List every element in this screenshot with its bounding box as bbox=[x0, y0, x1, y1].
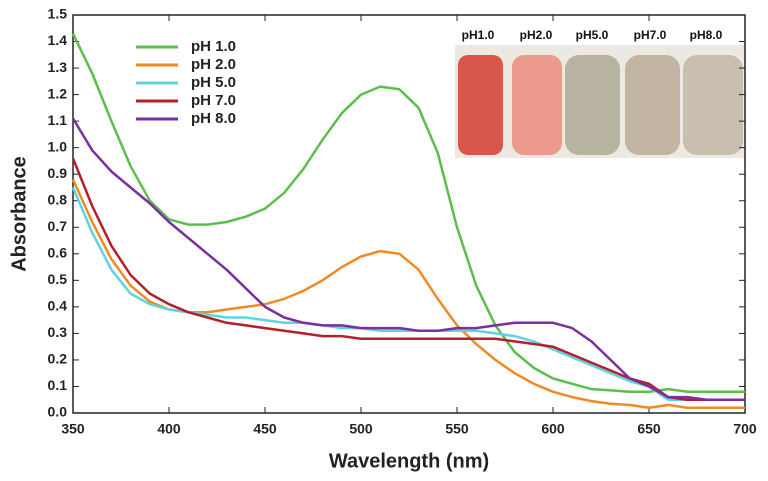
y-tick-label: 0.4 bbox=[48, 298, 68, 314]
series-line bbox=[71, 157, 745, 401]
inset-label: pH8.0 bbox=[690, 28, 723, 42]
y-tick-label: 0.3 bbox=[48, 324, 68, 340]
y-tick-label: 0.5 bbox=[48, 271, 68, 287]
inset-photo bbox=[455, 45, 745, 158]
x-tick-label: 700 bbox=[733, 421, 757, 437]
series-line bbox=[71, 178, 745, 409]
legend-label: pH 5.0 bbox=[191, 74, 236, 91]
y-tick-label: 1.3 bbox=[48, 59, 68, 75]
legend-label: pH 1.0 bbox=[191, 38, 236, 55]
inset-label: pH2.0 bbox=[520, 28, 553, 42]
y-tick-label: 0.2 bbox=[48, 351, 68, 367]
series-line bbox=[71, 33, 745, 394]
x-tick-label: 550 bbox=[445, 421, 469, 437]
x-tick-label: 350 bbox=[61, 421, 85, 437]
legend-label: pH 8.0 bbox=[191, 110, 236, 127]
y-tick-label: 1.2 bbox=[48, 85, 68, 101]
y-tick-label: 1.0 bbox=[48, 138, 68, 154]
x-axis-title: Wavelength (nm) bbox=[329, 450, 489, 472]
y-tick-label: 1.4 bbox=[48, 32, 68, 48]
plot-frame bbox=[72, 14, 746, 414]
x-tick-label: 450 bbox=[253, 421, 277, 437]
y-axis-title: Absorbance bbox=[8, 156, 30, 272]
inset-label: pH7.0 bbox=[634, 28, 667, 42]
x-tick-label: 500 bbox=[349, 421, 373, 437]
x-tick-label: 400 bbox=[157, 421, 181, 437]
y-tick-label: 0.9 bbox=[48, 165, 68, 181]
legend-label: pH 2.0 bbox=[191, 56, 236, 73]
y-tick-label: 0.1 bbox=[48, 377, 68, 393]
x-tick-label: 600 bbox=[541, 421, 565, 437]
inset-label: pH1.0 bbox=[462, 28, 495, 42]
y-tick-label: 0.7 bbox=[48, 218, 68, 234]
inset-label: pH5.0 bbox=[576, 28, 609, 42]
y-tick-label: 1.1 bbox=[48, 112, 68, 128]
y-tick-label: 0.6 bbox=[48, 245, 68, 261]
legend-label: pH 7.0 bbox=[191, 92, 236, 109]
y-tick-label: 1.5 bbox=[48, 6, 68, 22]
y-tick-label: 0.0 bbox=[48, 404, 68, 420]
y-tick-label: 0.8 bbox=[48, 191, 68, 207]
series-line bbox=[71, 117, 745, 401]
x-tick-label: 650 bbox=[637, 421, 661, 437]
